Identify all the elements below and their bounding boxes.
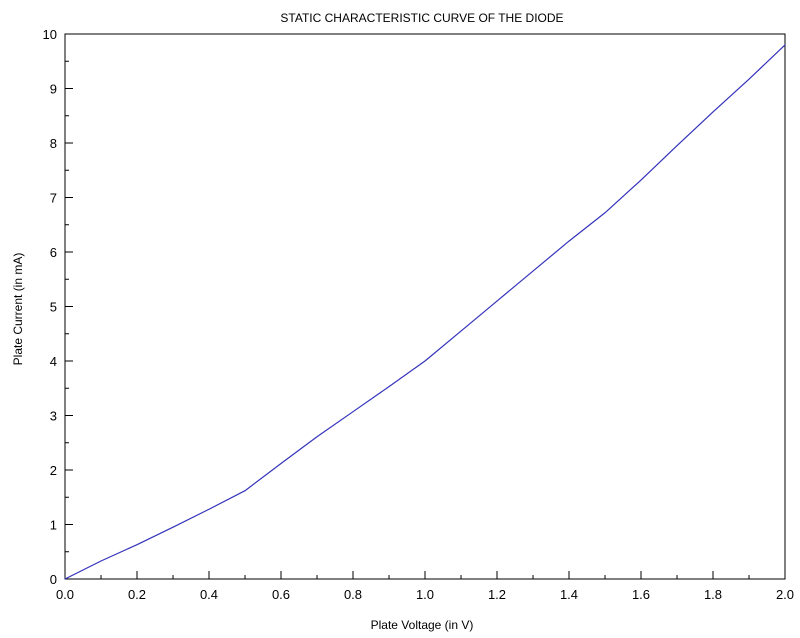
y-tick-label: 0: [50, 572, 57, 587]
x-tick-label: 2.0: [776, 587, 794, 602]
x-tick-label: 0.4: [200, 587, 218, 602]
chart-title: STATIC CHARACTERISTIC CURVE OF THE DIODE: [280, 11, 563, 25]
y-tick-label: 9: [50, 82, 57, 97]
y-tick-label: 1: [50, 518, 57, 533]
series-line: [64, 44, 786, 580]
y-axis-label: Plate Current (in mA): [11, 253, 25, 366]
x-tick-label: 1.4: [560, 587, 578, 602]
x-tick-label: 1.8: [704, 587, 722, 602]
y-tick-label: 7: [50, 191, 57, 206]
x-axis-label: Plate Voltage (in V): [371, 618, 474, 632]
plot-frame: [64, 33, 786, 580]
y-tick-label: 3: [50, 409, 57, 424]
y-tick-label: 8: [50, 136, 57, 151]
x-tick-label: 0.0: [56, 587, 74, 602]
y-tick-label: 10: [43, 27, 57, 42]
x-tick-label: 1.6: [632, 587, 650, 602]
y-tick-label: 2: [50, 463, 57, 478]
x-tick-label: 1.2: [488, 587, 506, 602]
x-tick-label: 0.8: [344, 587, 362, 602]
x-tick-label: 0.6: [272, 587, 290, 602]
x-tick-label: 1.0: [416, 587, 434, 602]
y-tick-label: 4: [50, 354, 57, 369]
y-tick-label: 5: [50, 300, 57, 315]
y-tick-label: 6: [50, 245, 57, 260]
x-tick-label: 0.2: [128, 587, 146, 602]
